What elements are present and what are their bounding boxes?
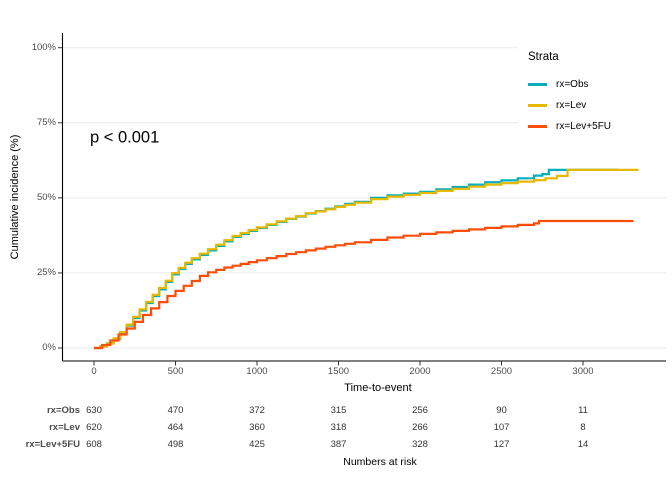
y-tick-label: 50% xyxy=(36,191,56,203)
risk-count-cell: 328 xyxy=(412,439,428,450)
risk-count-cell: 387 xyxy=(330,439,347,450)
risk-count-cell: 498 xyxy=(167,439,184,450)
legend-key-line-icon xyxy=(528,83,547,86)
y-tick-label: 0% xyxy=(42,342,56,353)
legend-title: Strata xyxy=(528,51,559,63)
risk-count-cell: 470 xyxy=(167,405,184,416)
risk-count-cell: 256 xyxy=(412,405,428,416)
risk-count-cell: 90 xyxy=(496,405,507,416)
x-tick-label: 500 xyxy=(167,366,184,377)
legend-item: rx=Lev+5FU xyxy=(528,116,666,137)
risk-count-cell: 127 xyxy=(493,439,510,450)
risk-count-cell: 620 xyxy=(86,422,102,433)
risk-count-cell: 425 xyxy=(249,439,265,450)
x-axis-title: Time-to-event xyxy=(344,382,412,394)
p-value-annotation: p < 0.001 xyxy=(90,128,160,147)
risk-count-cell: 315 xyxy=(330,405,347,416)
x-tick-label: 1500 xyxy=(327,366,350,377)
risk-row-label: rx=Lev xyxy=(49,422,80,433)
risk-row-label: rx=Obs xyxy=(46,405,80,416)
legend-item: rx=Lev xyxy=(528,95,666,116)
y-tick-label: 75% xyxy=(36,116,56,128)
legend-key-line-icon xyxy=(528,125,547,128)
risk-count-cell: 318 xyxy=(330,422,347,433)
risk-row-label: rx=Lev+5FU xyxy=(25,439,80,450)
risk-count-cell: 372 xyxy=(249,405,265,416)
x-tick-label: 0 xyxy=(91,366,97,377)
legend-items: rx=Obs rx=Lev rx=Lev+5FU xyxy=(528,74,666,137)
risk-table-title: Numbers at risk xyxy=(343,456,417,468)
risk-count-cell: 630 xyxy=(86,405,102,416)
legend-item-label: rx=Lev xyxy=(556,100,587,111)
risk-count-cell: 8 xyxy=(580,422,586,433)
legend-item-label: rx=Lev+5FU xyxy=(556,121,612,132)
x-tick-label: 2000 xyxy=(409,366,431,377)
risk-count-cell: 360 xyxy=(249,422,265,433)
legend-item-label: rx=Obs xyxy=(556,79,589,90)
risk-count-cell: 107 xyxy=(493,422,510,433)
survival-curve-rx=Lev xyxy=(94,168,639,350)
x-tick-label: 1000 xyxy=(246,366,268,377)
risk-count-cell: 608 xyxy=(86,439,102,450)
risk-count-cell: 266 xyxy=(412,422,428,433)
risk-count-cell: 464 xyxy=(167,422,184,433)
legend-item: rx=Obs xyxy=(528,74,666,95)
y-tick-label: 25% xyxy=(36,266,56,278)
risk-count-cell: 11 xyxy=(578,405,588,416)
survival-curve-rx=Lev+5FU xyxy=(94,219,634,350)
legend-key-line-icon xyxy=(528,104,547,107)
y-tick-label: 100% xyxy=(31,41,56,53)
risk-count-cell: 14 xyxy=(577,439,589,450)
x-tick-label: 3000 xyxy=(572,366,594,377)
x-tick-label: 2500 xyxy=(490,366,513,377)
legend: Strata rx=Obs rx=Lev rx=Lev+5FU xyxy=(518,46,666,141)
survival-curve-rx=Obs xyxy=(94,168,619,350)
